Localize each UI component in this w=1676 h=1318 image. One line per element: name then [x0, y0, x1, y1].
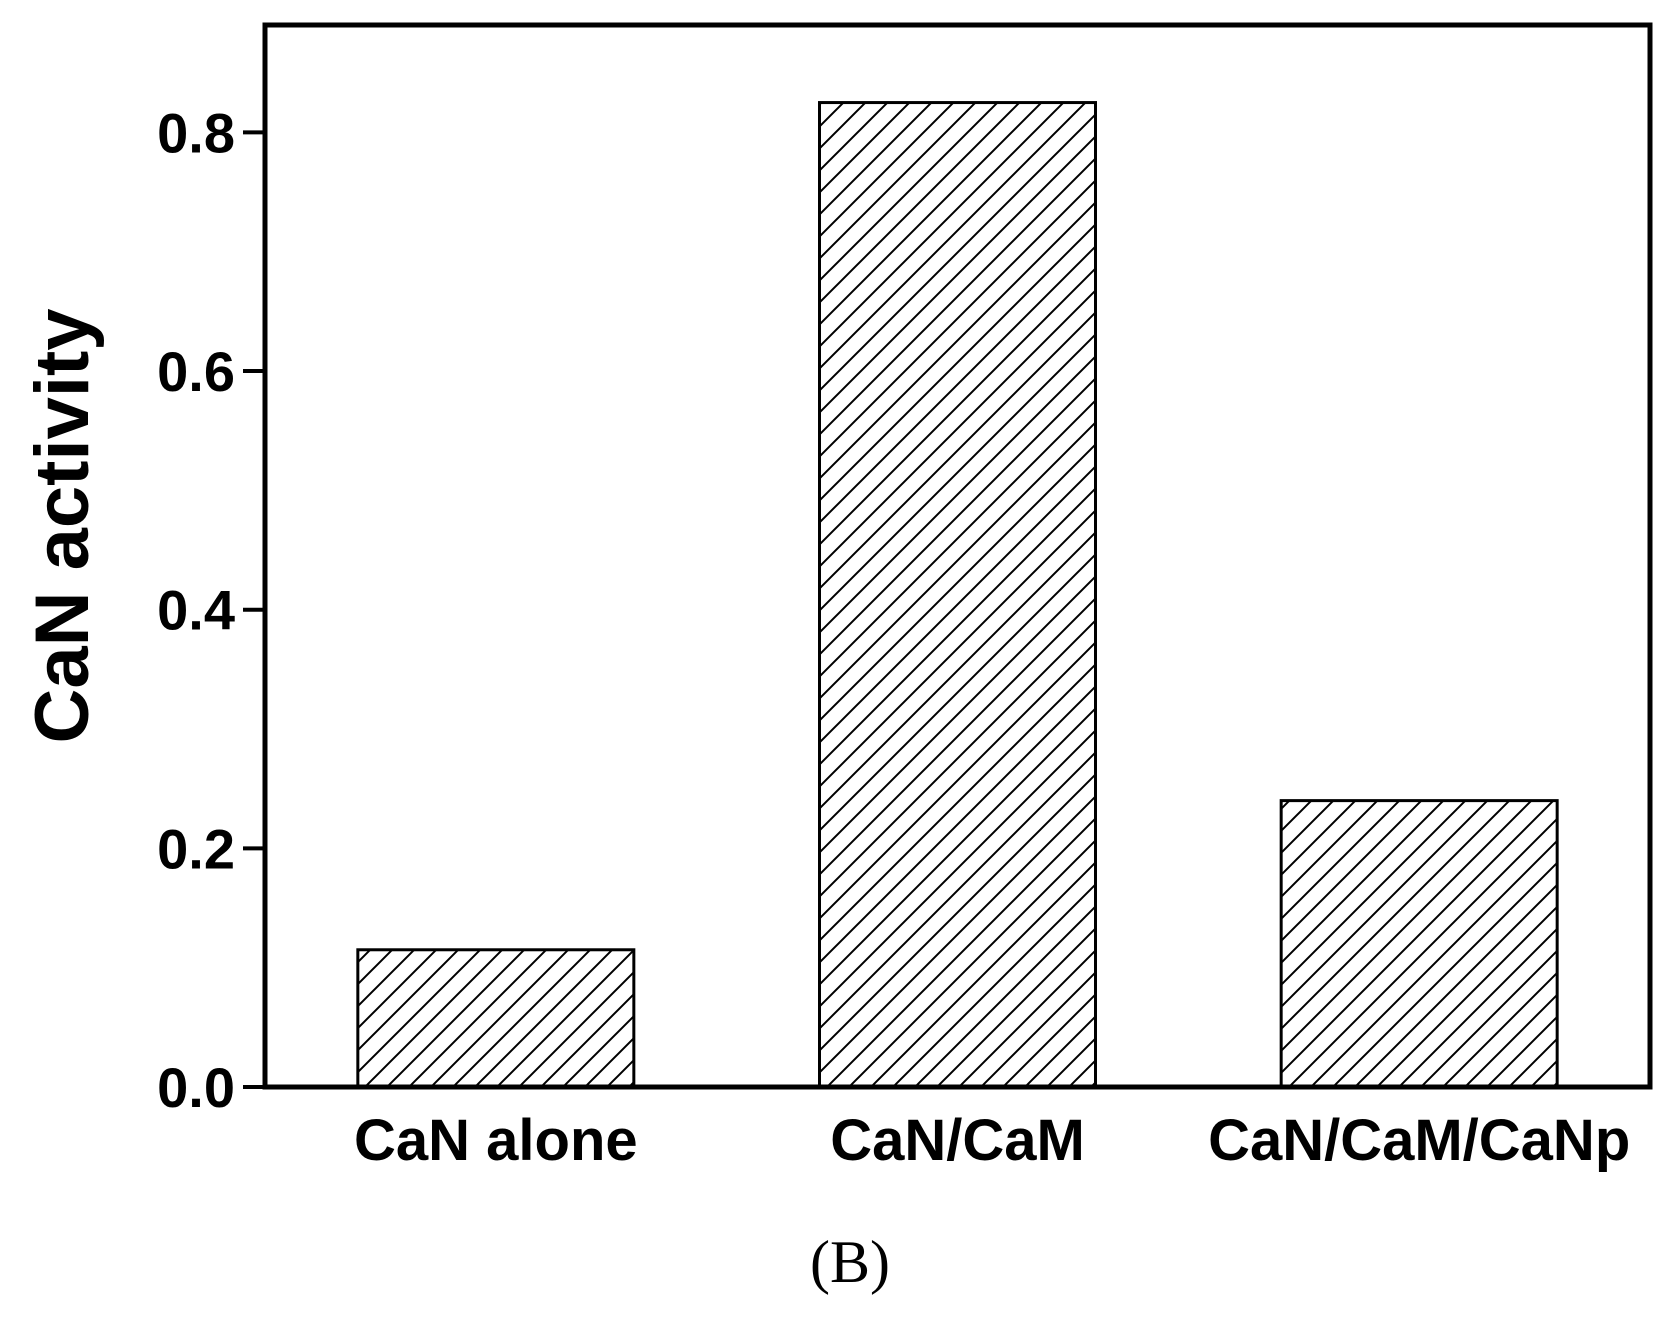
y-axis-title: CaN activity: [20, 308, 105, 743]
y-axis-tick-labels: 0.0 0.2 0.4 0.6 0.8: [157, 101, 235, 1119]
bar-0: [356, 948, 636, 1089]
figure-caption: (B): [810, 1229, 890, 1295]
y-tick-label-4: 0.8: [157, 101, 235, 164]
y-axis-ticks: [243, 130, 265, 1089]
bar-1: [818, 101, 1097, 1089]
y-tick-label-1: 0.2: [157, 817, 235, 880]
y-tick-label-2: 0.4: [157, 579, 235, 642]
bars: [356, 101, 1559, 1089]
x-category-label-1: CaN/CaM: [830, 1108, 1085, 1173]
bar-2: [1279, 799, 1559, 1089]
y-tick-label-3: 0.6: [157, 340, 235, 403]
x-category-label-2: CaN/CaM/CaNp: [1208, 1108, 1630, 1173]
x-axis-category-labels: CaN alone CaN/CaM CaN/CaM/CaNp: [354, 1108, 1630, 1173]
y-tick-label-0: 0.0: [157, 1056, 235, 1119]
plot-frame: [262, 22, 1653, 1090]
x-category-label-0: CaN alone: [354, 1108, 638, 1173]
